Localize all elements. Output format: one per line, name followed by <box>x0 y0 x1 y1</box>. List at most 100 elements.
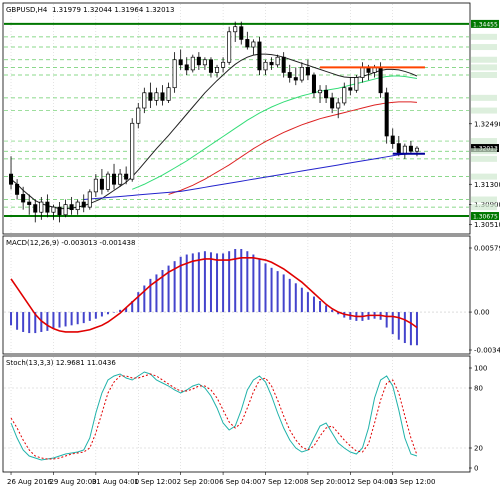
moving-average-line-2 <box>168 101 418 195</box>
macd-histogram-bar <box>131 300 134 313</box>
candle <box>9 156 14 190</box>
macd-histogram-bar <box>125 307 128 313</box>
candle <box>348 77 353 96</box>
macd-histogram-bar <box>252 254 255 313</box>
dashed-level-tag-11 <box>471 196 497 203</box>
candle <box>293 67 298 86</box>
candle-body-bear <box>21 194 26 203</box>
candle-body-bull <box>190 56 195 71</box>
candle-body-bull <box>39 201 44 213</box>
candle-body-bull <box>63 204 68 216</box>
candle <box>318 85 323 103</box>
candle-body-bear <box>124 173 129 180</box>
macd-histogram-bar <box>185 254 188 313</box>
price-panel-frame[interactable] <box>2 2 471 235</box>
candle-body-bull <box>202 59 207 66</box>
candle-body-bear <box>257 41 262 71</box>
candle-body-bull <box>318 89 323 94</box>
time-label-4: 2 Sep 20:00 <box>177 478 219 486</box>
stoch-main-line <box>10 371 418 461</box>
time-label-7: 8 Sep 20:00 <box>304 478 346 486</box>
candle-body-bull <box>130 122 135 180</box>
candle <box>239 21 244 45</box>
macd-histogram-bar <box>203 251 206 313</box>
macd-histogram-bar <box>391 312 394 335</box>
candle-body-bull <box>221 61 226 68</box>
candle <box>221 57 226 73</box>
macd-histogram-bar <box>264 263 267 313</box>
price-tag-0: 1.34455 <box>473 21 498 28</box>
candle <box>99 169 104 195</box>
stoch-tick-label-3: 0 <box>474 465 478 473</box>
macd-histogram-bar <box>16 312 19 330</box>
macd-histogram-bar <box>240 248 243 313</box>
candle-body-bull <box>118 173 123 185</box>
candle-body-bear <box>112 173 117 185</box>
moving-average-line-1 <box>132 75 418 190</box>
macd-histogram-bar <box>222 253 225 313</box>
candle <box>324 85 329 103</box>
price-panel-title: GBPUSD,H4 1.31979 1.32044 1.31964 1.3201… <box>6 6 174 14</box>
time-label-5: 6 Sep 04:00 <box>219 478 261 486</box>
dashed-level-tag-1 <box>471 44 497 51</box>
dashed-level-tag-9 <box>471 155 497 162</box>
macd-histogram-bar <box>319 300 322 313</box>
candle-body-bear <box>27 201 32 205</box>
candle <box>263 59 268 75</box>
macd-histogram-bar <box>270 267 273 313</box>
candle <box>342 82 347 106</box>
candle-body-bear <box>324 89 329 99</box>
macd-histogram-bar <box>100 312 103 317</box>
candle-body-bull <box>263 61 268 71</box>
candle-body-bear <box>281 56 286 73</box>
candle <box>215 64 220 78</box>
candle <box>112 163 117 190</box>
dashed-level-tag-2 <box>471 56 497 63</box>
candle <box>202 57 207 70</box>
price-tag-bg-0 <box>471 19 499 28</box>
macd-histogram-bar <box>179 256 182 313</box>
macd-histogram-bar <box>161 270 164 313</box>
candle-body-bear <box>378 67 383 94</box>
macd-panel-frame[interactable] <box>2 235 471 355</box>
stoch-panel-frame[interactable] <box>2 355 471 473</box>
macd-histogram-bar <box>113 312 116 313</box>
candle-body-bear <box>239 26 244 40</box>
macd-title: MACD(12,26,9) -0.003013 -0.001438 <box>6 239 135 247</box>
candle <box>33 199 38 223</box>
dashed-level-tag-4 <box>471 71 497 78</box>
candle-body-bear <box>15 183 20 195</box>
dashed-level-tag-5 <box>471 94 497 101</box>
candle <box>257 36 262 75</box>
macd-histogram-bar <box>46 312 49 331</box>
time-label-0: 26 Aug 2016 <box>7 478 52 486</box>
candle <box>39 196 44 220</box>
candle-body-bull <box>75 201 80 211</box>
price-label-1: 1.32490 <box>474 120 500 128</box>
candle-body-bull <box>233 26 238 33</box>
time-label-1: 29 Aug 20:00 <box>49 478 96 486</box>
candle <box>408 141 413 154</box>
dashed-level-tag-3 <box>471 64 497 71</box>
candle-body-bear <box>408 145 413 152</box>
time-label-9: 13 Sep 12:00 <box>389 478 436 486</box>
candle <box>275 54 280 68</box>
time-label-6: 7 Sep 12:00 <box>262 478 304 486</box>
macd-histogram-bar <box>216 253 219 313</box>
macd-histogram-bar <box>300 287 303 313</box>
macd-histogram-bar <box>246 251 249 313</box>
candle <box>75 199 80 215</box>
macd-tick-label-2: -0.003432 <box>474 347 500 355</box>
stoch-title: Stoch(13,3,3) 12.9681 11.0436 <box>6 359 116 367</box>
candle <box>51 204 56 220</box>
candle <box>287 64 292 83</box>
dashed-level-tag-6 <box>471 107 497 114</box>
candle <box>196 52 201 70</box>
candle-body-bull <box>414 147 419 152</box>
candle <box>45 194 50 218</box>
macd-histogram-bar <box>143 285 146 313</box>
macd-histogram-bar <box>173 261 176 313</box>
macd-histogram-bar <box>403 312 406 344</box>
candle-body-bull <box>342 87 347 104</box>
